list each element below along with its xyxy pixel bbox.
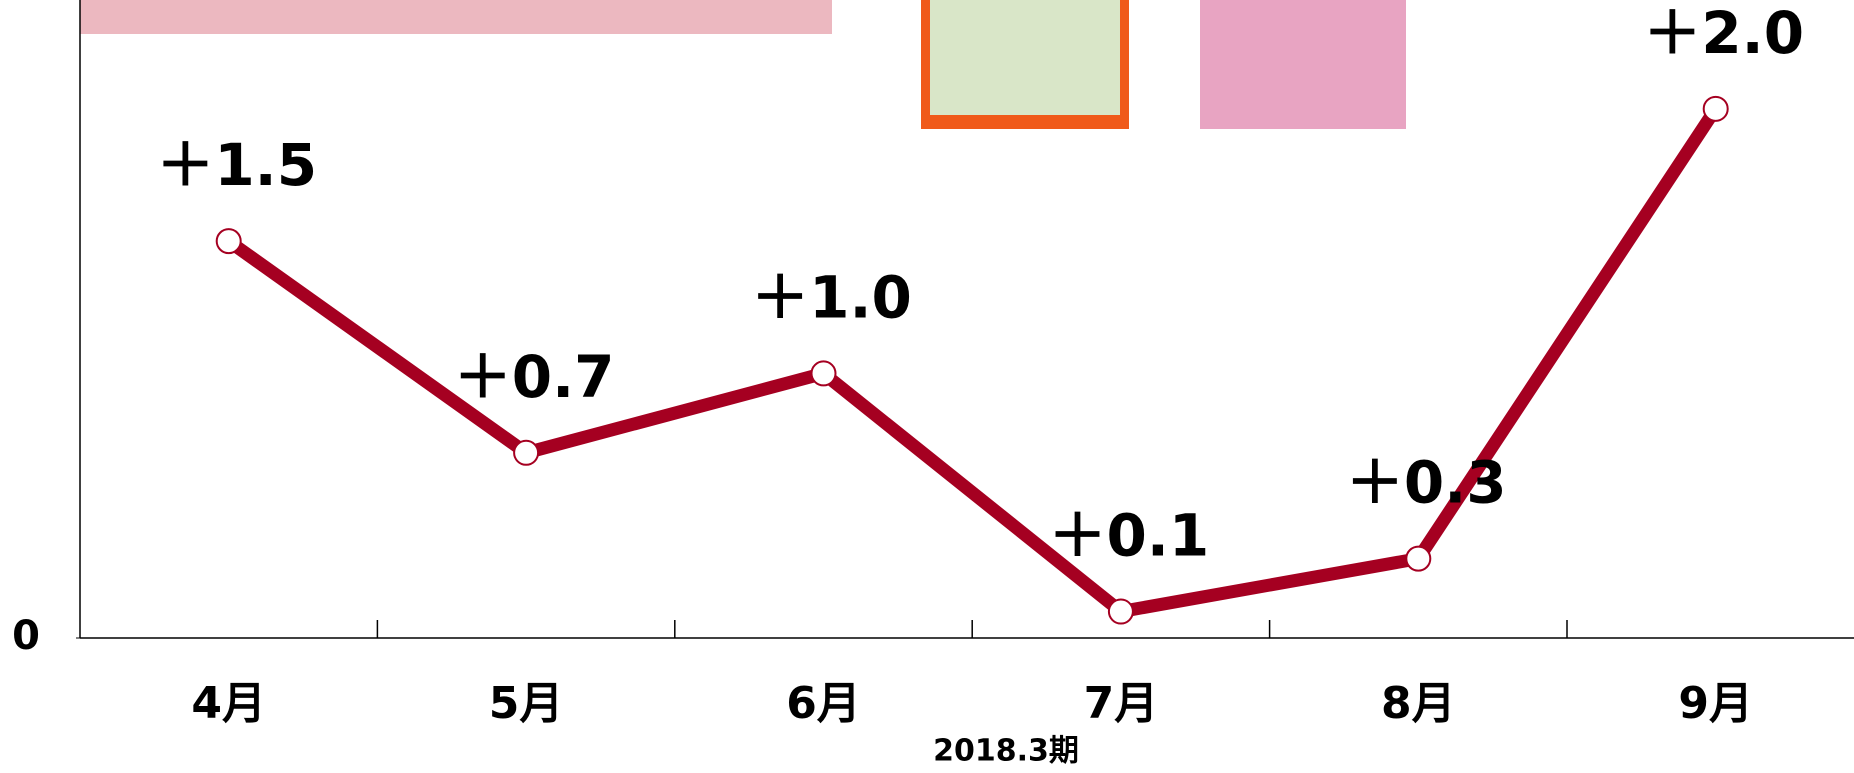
product-image-inner (930, 0, 1120, 115)
title-box (80, 0, 832, 34)
data-label: ＋0.1 (1049, 502, 1210, 570)
marker (514, 441, 538, 465)
marker (1109, 600, 1133, 624)
data-label: ＋1.5 (156, 131, 317, 199)
marker (1704, 97, 1728, 121)
x-tick-label: 4月 (191, 678, 266, 729)
x-tick-label: 6月 (786, 678, 861, 729)
y-tick-label: 0 (12, 613, 40, 659)
data-label: ＋0.7 (454, 343, 615, 411)
marker (1406, 547, 1430, 571)
x-tick-label: 8月 (1381, 678, 1456, 729)
x-tick-label: 9月 (1678, 678, 1753, 729)
marker (217, 229, 241, 253)
marker (812, 361, 836, 385)
x-tick-label: 7月 (1084, 678, 1159, 729)
product-image (1200, 0, 1406, 129)
chart: 2018.3期 0 4月 5月 6月 7月 8月 9月 ＋1.5 ＋0.7 ＋1.0 ＋0.1 ＋0.… (0, 0, 1854, 773)
data-label: ＋1.0 (751, 264, 912, 332)
line (229, 109, 1716, 612)
x-axis-label: 2018.3期 (933, 734, 1079, 769)
x-tick-label: 5月 (489, 678, 564, 729)
data-label: ＋0.3 (1346, 449, 1507, 517)
data-label: ＋2.0 (1643, 0, 1804, 67)
